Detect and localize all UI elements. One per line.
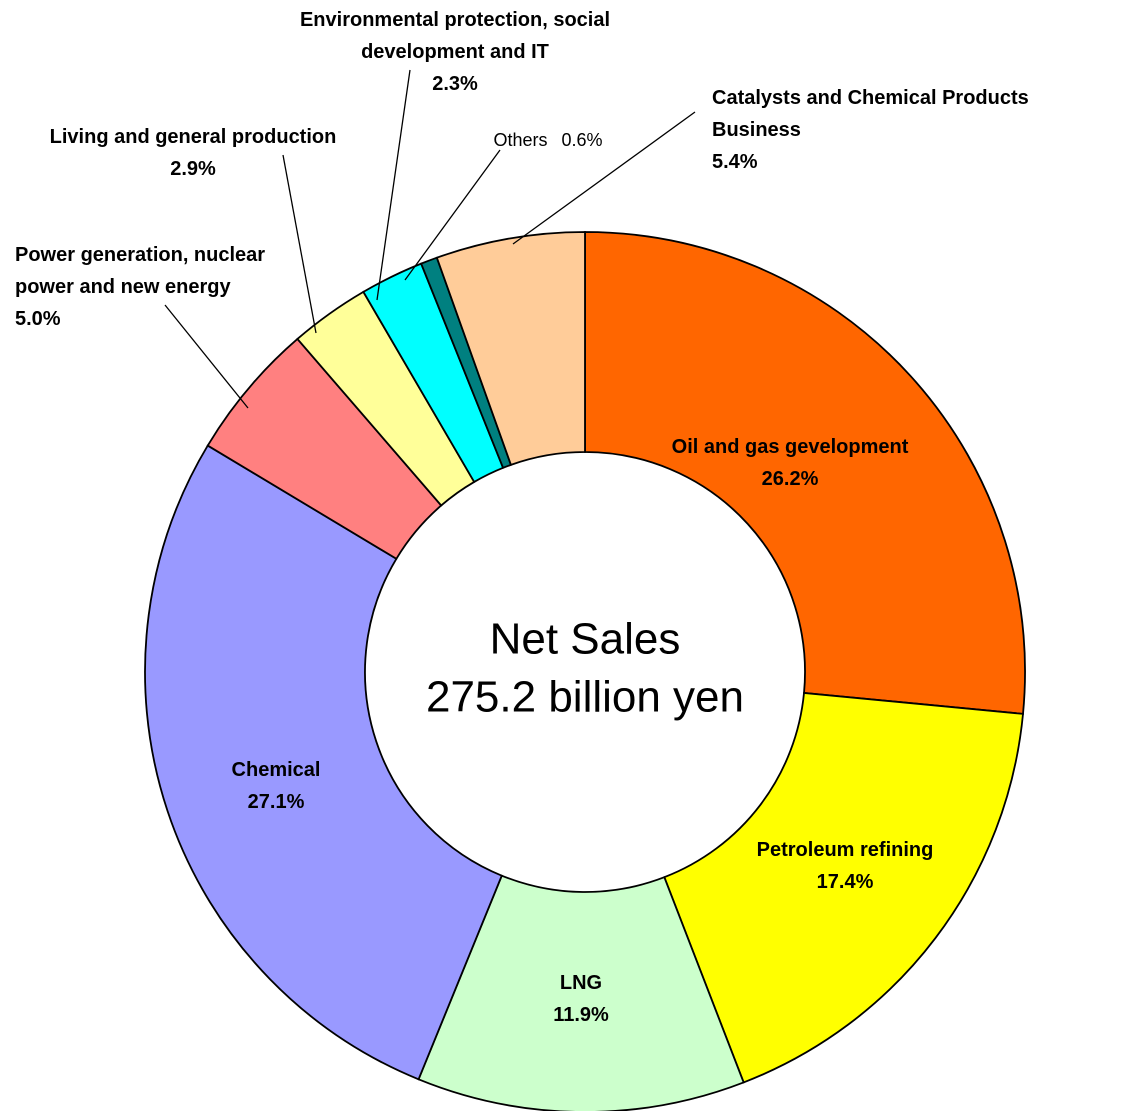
slices	[144, 231, 1026, 1111]
slice	[417, 874, 745, 1111]
leader-line	[376, 69, 411, 301]
value-label: 17.4%	[816, 871, 874, 893]
value-label: 0.6%	[561, 130, 603, 150]
leader-line	[512, 111, 696, 245]
value-label: 2.9%	[170, 158, 216, 180]
value-label: 26.2%	[761, 468, 819, 490]
value-label: 27.1%	[247, 791, 305, 813]
value-label: 2.3%	[432, 73, 478, 95]
value-label: 11.9%	[553, 1004, 609, 1026]
slice-label: LNG 11.9%	[481, 967, 681, 1031]
slice	[663, 691, 1024, 1084]
category-name: Others	[493, 130, 548, 150]
value-label: 5.0%	[15, 308, 61, 330]
center-label: 275.2 billion yen	[426, 673, 744, 722]
leader-lines	[164, 69, 696, 409]
category-name: Oil and gas gevelopment	[671, 436, 909, 458]
slice	[584, 231, 1026, 715]
slice-label: Oil and gas gevelopment 26.2%	[590, 431, 990, 495]
slice-label: Chemical 27.1%	[176, 754, 376, 818]
slice	[435, 231, 586, 466]
category-name: Living and general production	[49, 126, 337, 148]
slice-label: Power generation, nuclear power and new …	[15, 239, 300, 335]
slice-label: Others 0.6%	[458, 124, 638, 156]
category-name: Catalysts and Chemical Products Business	[712, 87, 1029, 141]
center-label: Net Sales	[490, 615, 681, 664]
category-name: Petroleum refining	[756, 839, 934, 861]
slice-label: Living and general production 2.9%	[13, 121, 373, 185]
category-name: Environmental protection, social develop…	[299, 9, 611, 63]
category-name: Power generation, nuclear power and new …	[15, 244, 266, 298]
value-label: 5.4%	[712, 151, 758, 173]
slice-label: Petroleum refining 17.4%	[695, 834, 995, 898]
slice-label: Environmental protection, social develop…	[295, 4, 615, 100]
slice-label: Catalysts and Chemical Products Business…	[712, 82, 1122, 178]
category-name: Chemical	[231, 759, 321, 781]
leader-line	[282, 154, 317, 334]
slice	[144, 444, 503, 1081]
leader-line	[164, 304, 249, 409]
category-name: LNG	[559, 972, 603, 994]
leader-line	[404, 149, 501, 281]
